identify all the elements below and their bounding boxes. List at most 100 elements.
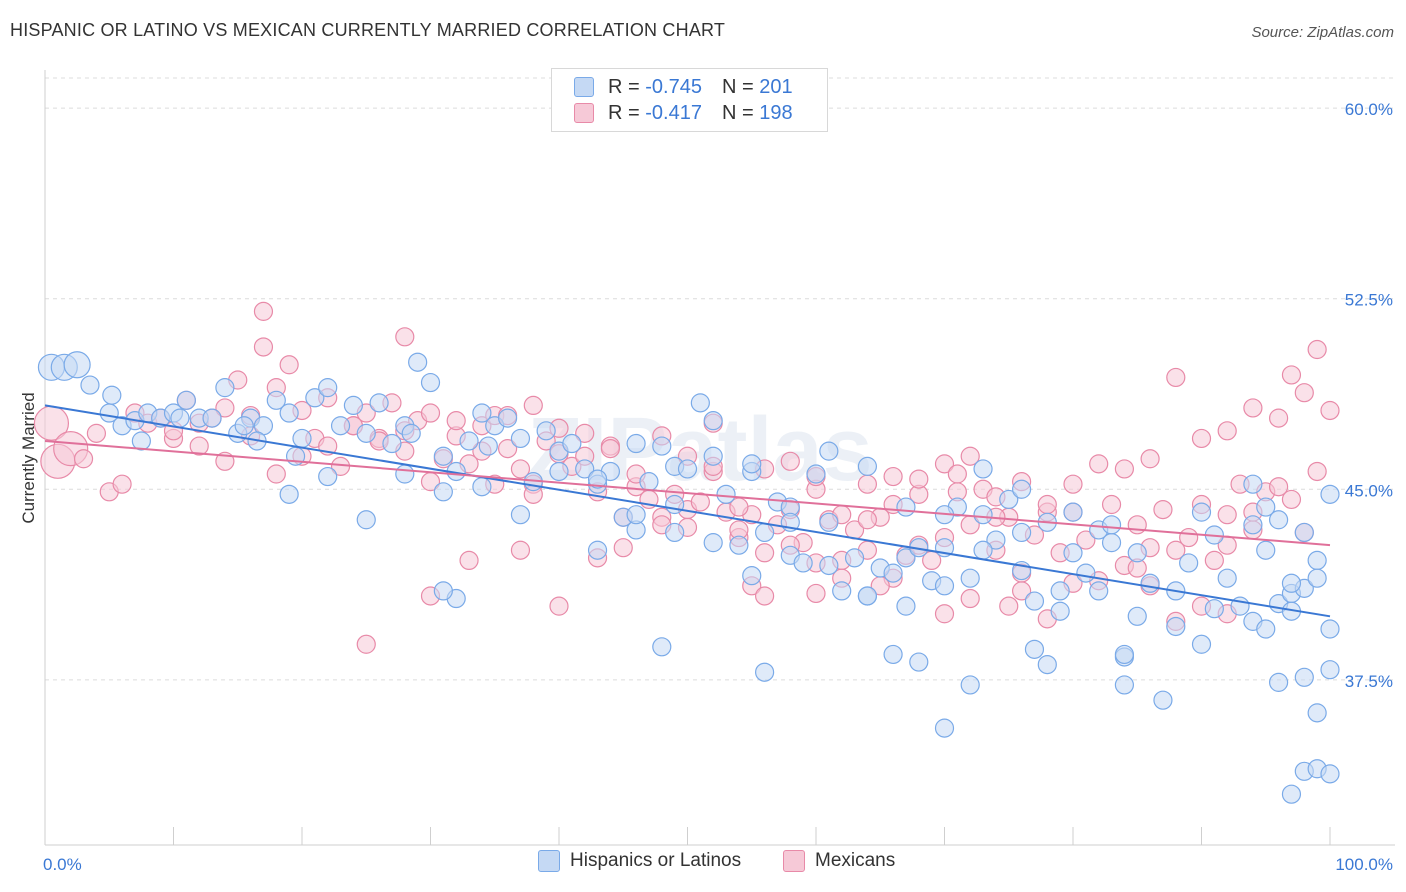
legend-item-hispanic[interactable]: Hispanics or Latinos <box>538 850 741 872</box>
mexican-point <box>1127 515 1147 535</box>
mexican-point <box>999 596 1019 616</box>
hispanic-point <box>401 423 421 443</box>
hispanic-point <box>806 464 826 484</box>
hispanic-point <box>1268 672 1289 692</box>
hispanic-point <box>215 378 235 398</box>
hispanic-point <box>1256 540 1276 560</box>
hispanic-point <box>1024 591 1045 611</box>
hispanic-point <box>318 466 338 487</box>
hispanic-point <box>703 411 723 431</box>
mexican-point <box>1153 499 1173 520</box>
hispanic-legend-label: Hispanics or Latinos <box>570 850 742 871</box>
hispanic-point <box>472 477 492 497</box>
mexican-legend-swatch <box>783 850 805 872</box>
n-label: N = <box>721 101 754 124</box>
hispanic-point <box>1191 502 1212 522</box>
mexican-point <box>459 550 479 571</box>
hispanic-point <box>819 441 839 461</box>
hispanic-point <box>234 416 254 436</box>
hispanic-point <box>665 522 685 543</box>
hispanic-point <box>652 637 672 657</box>
stats-legend: R = -0.745 N = 201 R = -0.417 N = 198 <box>551 68 828 132</box>
hispanic-point <box>433 446 453 466</box>
hispanic-point <box>170 408 190 428</box>
chart-title: HISPANIC OR LATINO VS MEXICAN CURRENTLY … <box>10 20 726 40</box>
hispanic-point <box>1166 616 1186 637</box>
hispanic-point <box>1243 474 1263 494</box>
hispanic-swatch <box>574 77 594 97</box>
hispanic-point <box>266 390 286 410</box>
hispanic-point <box>1204 599 1224 619</box>
mexican-point <box>1063 474 1083 494</box>
hispanic-point <box>1089 581 1109 601</box>
mexican-point <box>1101 494 1122 515</box>
hispanic-point <box>832 581 852 601</box>
hispanic-point <box>729 535 749 555</box>
hispanic-point <box>369 393 389 413</box>
hispanic-point <box>652 436 672 456</box>
mexican-point <box>112 474 132 494</box>
legend-item-mexican[interactable]: Mexicans <box>783 850 895 872</box>
mexican-point <box>189 436 209 456</box>
hispanic-point <box>562 433 582 454</box>
hispanic-n-value: 201 <box>759 75 793 98</box>
hispanic-point <box>356 423 376 443</box>
hispanic-point <box>844 548 865 568</box>
mexican-point <box>279 355 299 375</box>
hispanic-point <box>343 395 363 416</box>
hispanic-point <box>459 431 479 451</box>
hispanic-point <box>131 431 151 451</box>
mexican-legend-label: Mexicans <box>815 850 896 871</box>
mexican-point <box>86 423 107 443</box>
mexican-swatch <box>574 103 594 123</box>
hispanic-point <box>1320 484 1340 504</box>
mexican-point <box>510 459 531 479</box>
mexican-point <box>909 469 929 489</box>
hispanic-point <box>202 408 222 428</box>
mexican-point <box>356 634 376 654</box>
mexican-point <box>1179 527 1199 548</box>
mexican-point <box>1011 581 1032 601</box>
hispanic-point <box>1217 568 1237 588</box>
hispanic-point <box>1268 510 1289 530</box>
hispanic-point <box>433 482 453 502</box>
mexican-point <box>1307 339 1327 360</box>
hispanic-point <box>63 351 91 379</box>
hispanic-point <box>318 378 338 398</box>
mexican-point <box>446 411 466 431</box>
mexican-point <box>1320 400 1340 421</box>
mexican-point <box>1217 505 1237 525</box>
n-label: N = <box>721 75 754 98</box>
mexican-point <box>510 540 531 560</box>
hispanic-point <box>1114 675 1135 695</box>
hispanic-point <box>754 522 775 543</box>
hispanic-point <box>1307 703 1327 723</box>
hispanic-point <box>703 446 723 466</box>
hispanic-point <box>1050 581 1070 601</box>
hispanic-point <box>536 421 556 441</box>
hispanic-point <box>575 459 595 479</box>
hispanic-point <box>1063 502 1083 522</box>
hispanic-point <box>330 416 351 436</box>
hispanic-point <box>1153 690 1173 710</box>
hispanic-point <box>896 548 916 568</box>
hispanic-point <box>408 352 428 372</box>
hispanic-point <box>1011 479 1032 499</box>
hispanic-point <box>1063 543 1083 563</box>
hispanic-point <box>909 652 929 672</box>
hispanic-point <box>896 497 916 517</box>
hispanic-point <box>382 433 402 454</box>
mexican-point <box>754 586 775 606</box>
mexican-point <box>806 583 826 604</box>
mexican-point <box>266 464 286 484</box>
mexican-r-value: -0.417 <box>645 101 702 124</box>
hispanic-point <box>1076 563 1096 583</box>
stats-row-mexican: R = -0.417 N = 198 <box>574 100 793 126</box>
mexican-point <box>1281 489 1302 510</box>
hispanic-point <box>1179 553 1199 573</box>
mexican-point <box>1140 449 1160 469</box>
hispanic-point <box>305 388 325 408</box>
hispanic-point <box>1256 619 1276 639</box>
hispanic-point <box>1281 573 1302 593</box>
